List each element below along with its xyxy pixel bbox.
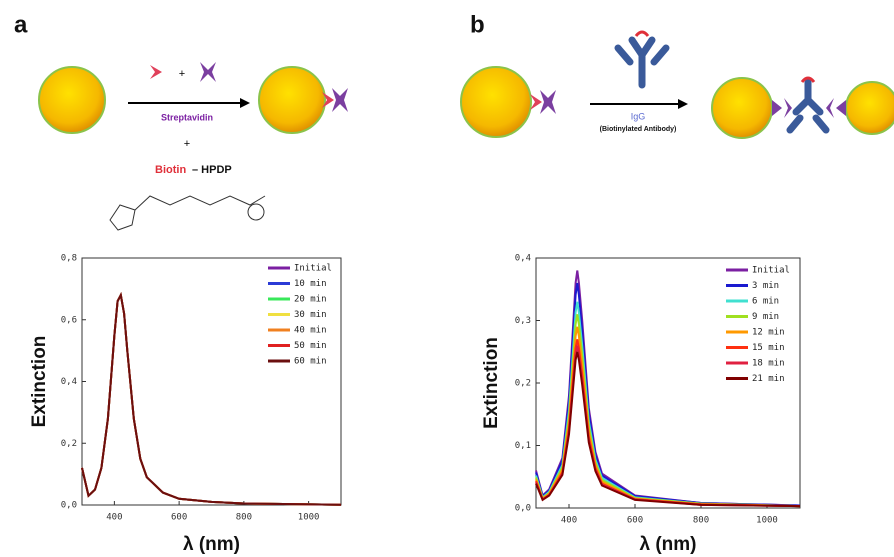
biotin-icon bbox=[530, 94, 542, 110]
legend-label: 15 min bbox=[752, 343, 785, 353]
streptavidin-icon bbox=[332, 88, 348, 112]
y-tick-label: 0,6 bbox=[61, 315, 77, 325]
x-tick-label: 1000 bbox=[298, 513, 320, 523]
spectrum-line bbox=[535, 351, 801, 508]
y-axis-title: Extinction bbox=[481, 337, 502, 429]
x-tick-label: 600 bbox=[627, 516, 643, 526]
legend-label: 9 min bbox=[752, 312, 779, 322]
streptavidin-icon bbox=[200, 62, 216, 82]
panel-label: b bbox=[470, 11, 485, 38]
nanoparticle bbox=[460, 66, 532, 138]
plus: + bbox=[184, 138, 190, 150]
diagram-b: IgG (Biotinylated Antibody) bbox=[460, 30, 894, 139]
legend-label: 6 min bbox=[752, 297, 779, 307]
legend-label: Initial bbox=[752, 266, 790, 276]
arrowhead bbox=[678, 99, 688, 109]
legend-label: 18 min bbox=[752, 359, 785, 369]
y-tick-label: 0,1 bbox=[515, 441, 531, 451]
arrow-sublabel: (Biotinylated Antibody) bbox=[600, 126, 677, 133]
spectrum-line bbox=[535, 282, 801, 507]
legend-label: 50 min bbox=[294, 341, 327, 351]
nanoparticle bbox=[258, 66, 326, 134]
biotin-icon bbox=[322, 92, 334, 108]
nanoparticle bbox=[711, 77, 773, 139]
ring bbox=[247, 203, 265, 221]
x-tick-label: 400 bbox=[561, 516, 577, 526]
y-tick-label: 0,3 bbox=[515, 316, 531, 326]
antibody-icon bbox=[786, 78, 830, 134]
plus: + bbox=[179, 68, 185, 80]
x-tick-label: 600 bbox=[171, 513, 187, 523]
y-tick-label: 0,8 bbox=[61, 254, 77, 264]
hpdp-label: – HPDP bbox=[192, 164, 232, 176]
x-axis-title: λ (nm) bbox=[640, 534, 697, 555]
legend-label: 12 min bbox=[752, 328, 785, 338]
x-tick-label: 400 bbox=[106, 513, 122, 523]
biotin-tag bbox=[800, 76, 816, 83]
nanoparticle bbox=[845, 81, 894, 135]
x-tick-label: 1000 bbox=[756, 516, 778, 526]
biotin-tag bbox=[634, 30, 650, 37]
biotin-label: Biotin bbox=[155, 164, 186, 176]
y-tick-label: 0,4 bbox=[61, 377, 77, 387]
biotin-icon bbox=[150, 65, 162, 79]
legend-label: 40 min bbox=[294, 326, 327, 336]
arrow-label: Streptavidin bbox=[161, 112, 213, 122]
panel-label: a bbox=[14, 11, 28, 38]
diagram-a: + Streptavidin + Biotin – HPDP bbox=[38, 62, 348, 231]
streptavidin-icon bbox=[540, 90, 556, 114]
x-tick-label: 800 bbox=[236, 513, 252, 523]
y-tick-label: 0,2 bbox=[61, 439, 77, 449]
legend-label: 30 min bbox=[294, 310, 327, 320]
legend-label: Initial bbox=[294, 264, 332, 274]
y-axis-title: Extinction bbox=[29, 336, 50, 428]
legend-label: 60 min bbox=[294, 357, 327, 367]
arrow-label: IgG bbox=[631, 111, 646, 121]
y-tick-label: 0,2 bbox=[515, 379, 531, 389]
x-tick-label: 800 bbox=[693, 516, 709, 526]
legend-label: 20 min bbox=[294, 295, 327, 305]
spectrum-line bbox=[81, 292, 342, 506]
x-axis-title: λ (nm) bbox=[183, 534, 240, 555]
arrowhead bbox=[240, 98, 250, 108]
y-tick-label: 0,0 bbox=[515, 504, 531, 514]
legend-label: 10 min bbox=[294, 279, 327, 289]
legend-label: 3 min bbox=[752, 281, 779, 291]
nanoparticle bbox=[38, 66, 106, 134]
legend-label: 21 min bbox=[752, 374, 785, 384]
antibody-icon bbox=[614, 36, 670, 89]
molecule bbox=[109, 195, 266, 231]
y-tick-label: 0,4 bbox=[515, 254, 531, 264]
y-tick-label: 0,0 bbox=[61, 501, 77, 511]
